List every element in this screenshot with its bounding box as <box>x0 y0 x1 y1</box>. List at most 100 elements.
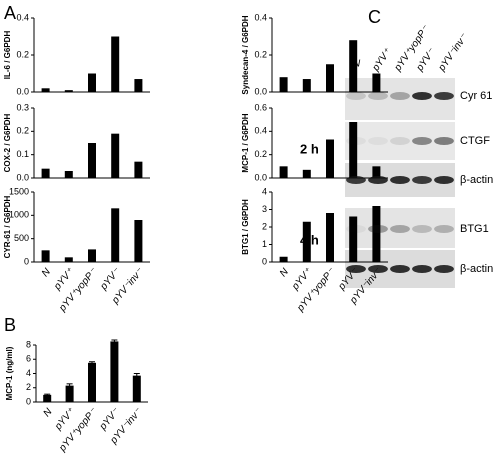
bar <box>302 169 311 178</box>
blot-row-label: CTGF <box>460 135 490 147</box>
bar <box>111 133 120 178</box>
bar <box>372 73 381 92</box>
blot-band <box>412 176 432 184</box>
y-tick-label: 500 <box>14 233 29 243</box>
y-tick-label: 0.2 <box>16 126 29 136</box>
bar <box>349 122 358 178</box>
y-tick-label: 0 <box>24 256 29 266</box>
blot-band <box>346 92 366 100</box>
bar <box>88 143 96 178</box>
blot-strip <box>345 208 455 248</box>
blot-band <box>346 265 366 273</box>
y-tick-label: 0.4 <box>16 12 29 22</box>
blot-column-label: pYV⁺ <box>370 47 394 75</box>
blot-band <box>434 92 454 100</box>
blot-band <box>434 176 454 184</box>
y-axis-label: CYR-61 / G6PDH <box>3 195 12 258</box>
bar <box>41 88 50 92</box>
y-tick-label: 1500 <box>9 186 29 196</box>
blot-band <box>390 265 410 273</box>
y-tick-label: 0.4 <box>254 12 267 22</box>
y-tick-label: 2 <box>26 382 31 392</box>
blot-column-label: N <box>353 59 361 70</box>
bar <box>65 385 74 402</box>
y-tick-label: 0.2 <box>254 49 267 59</box>
y-tick-label: 0.0 <box>16 172 29 182</box>
blot-band <box>390 176 410 184</box>
bar <box>349 216 358 262</box>
bar <box>372 166 381 178</box>
bar <box>43 394 52 402</box>
y-tick-label: 0.2 <box>16 49 29 59</box>
bar <box>302 221 311 262</box>
bar <box>372 206 381 262</box>
panel-label: A <box>4 3 16 23</box>
blot-row-label: Cyr 61 <box>460 90 492 102</box>
blot-band <box>368 92 388 100</box>
bar <box>326 64 334 92</box>
x-tick-label: N <box>278 266 292 279</box>
bar <box>111 36 120 92</box>
blot-band <box>434 225 454 233</box>
bar <box>41 168 50 178</box>
bar <box>279 166 288 178</box>
bar <box>88 362 96 402</box>
y-tick-label: 0.3 <box>16 102 29 112</box>
bar <box>349 40 358 92</box>
blot-band <box>368 176 388 184</box>
y-tick-label: 0.2 <box>254 149 267 159</box>
bar <box>132 375 141 402</box>
blot-band <box>390 137 410 145</box>
y-tick-label: 0.4 <box>254 126 267 136</box>
bar <box>64 257 73 262</box>
panel-label: C <box>368 7 381 27</box>
blot-row-label: β-actin <box>460 263 493 275</box>
bar <box>326 139 334 178</box>
panel-label: B <box>4 315 16 335</box>
y-tick-label: 3 <box>262 204 267 214</box>
bar <box>88 249 96 262</box>
y-tick-label: 0.0 <box>254 86 267 96</box>
y-axis-label: MCP-1 / G6PDH <box>241 113 250 172</box>
y-tick-label: 2 <box>262 221 267 231</box>
blot-band <box>346 176 366 184</box>
blot-band <box>412 92 432 100</box>
bar <box>134 220 143 262</box>
blot-band <box>434 137 454 145</box>
y-axis-label: BTG1 / G6PDH <box>241 199 250 255</box>
y-tick-label: 1000 <box>9 210 29 220</box>
y-tick-label: 0 <box>262 256 267 266</box>
blot-column-label: pYV⁻ <box>414 47 438 75</box>
y-axis-label: MCP-1 (ng/ml) <box>5 346 14 400</box>
blot-row-label: BTG1 <box>460 223 489 235</box>
blot-band <box>368 137 388 145</box>
blot-column-label: pYV⁻inv⁻ <box>436 32 470 74</box>
bar <box>64 171 73 178</box>
y-tick-label: 0.6 <box>254 102 267 112</box>
blot-band <box>368 265 388 273</box>
time-label: 2 h <box>300 141 319 156</box>
y-tick-label: 0.0 <box>16 86 29 96</box>
blot-band <box>434 265 454 273</box>
bar <box>64 90 73 92</box>
blot-strip <box>345 78 455 120</box>
bar <box>111 208 120 262</box>
y-axis-label: COX-2 / G6PDH <box>3 113 12 172</box>
bar <box>279 256 288 262</box>
blot-band <box>412 137 432 145</box>
x-tick-label: N <box>40 266 54 279</box>
bar <box>134 161 143 178</box>
blot-band <box>346 137 366 145</box>
blot-row-label: β-actin <box>460 174 493 186</box>
bar <box>88 73 96 92</box>
bar <box>302 79 311 92</box>
bar <box>134 79 143 92</box>
blot-band <box>390 92 410 100</box>
blot-band <box>390 225 410 233</box>
y-tick-label: 4 <box>26 368 31 378</box>
y-tick-label: 8 <box>26 339 31 349</box>
bar <box>110 341 119 402</box>
blot-band <box>346 225 366 233</box>
y-tick-label: 1 <box>262 239 267 249</box>
